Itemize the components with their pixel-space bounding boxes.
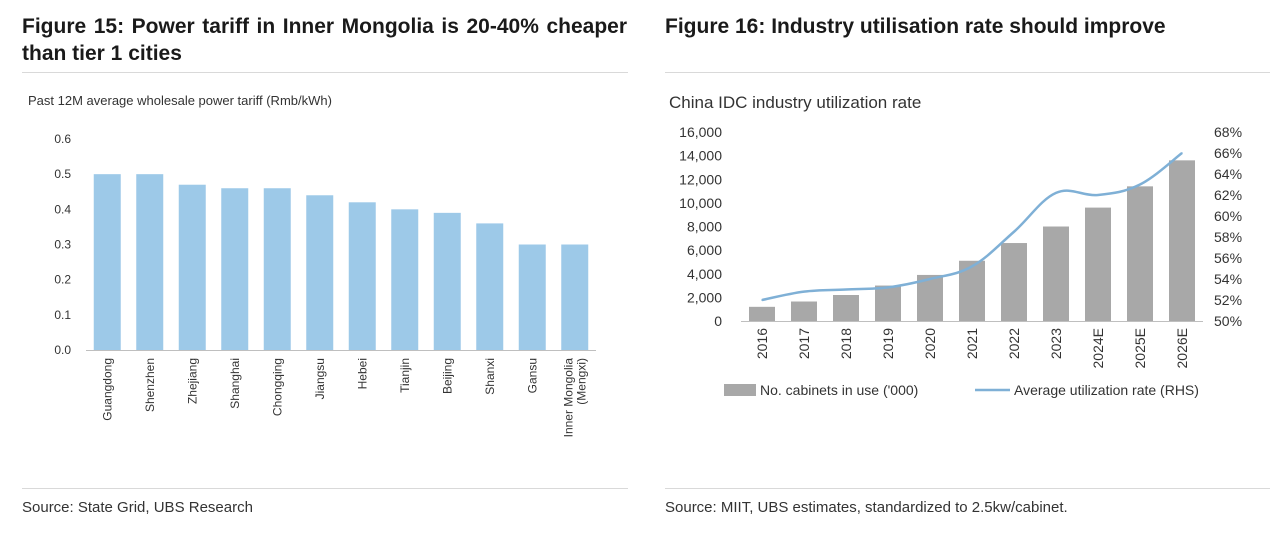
x-tick-label-2024e: 2024E [1090,328,1106,368]
x-tick-label-shanghai: Shanghai [228,358,242,409]
x-tick-label-shenzhen: Shenzhen [143,358,157,412]
figure-15-top-rule [22,72,628,73]
y-right-tick-label: 58% [1214,229,1242,245]
chart-title: Past 12M average wholesale power tariff … [28,93,332,108]
power-tariff-chart: Past 12M average wholesale power tariff … [28,93,596,438]
y-right-tick-label: 60% [1214,208,1242,224]
y-left-tick-label: 8,000 [687,219,722,235]
figure-16-title: Figure 16: Industry utilisation rate sho… [665,15,1166,38]
figure-16-bottom-rule [665,488,1270,489]
y-left-tick-label: 6,000 [687,242,722,258]
bar-cabinets-2019 [875,285,901,321]
bar-guangdong [93,174,121,350]
bar-cabinets-2024e [1085,207,1111,321]
y-left-tick-label: 12,000 [679,171,722,187]
bar-jiangsu [306,195,334,350]
point-utilization-2020 [929,278,931,280]
x-tick-label-hebei: Hebei [355,358,369,389]
y-tick-label: 0.3 [54,238,71,252]
bar-cabinets-2017 [791,301,817,321]
y-tick-label: 0.1 [54,308,71,322]
bar-cabinets-2018 [833,295,859,321]
point-utilization-2017 [803,290,805,293]
x-tick-label-shanxi: Shanxi [483,358,497,395]
x-tick-label-inner-mongolia-mengxi: Inner Mongolia(Mengxi) [561,358,588,438]
point-utilization-2021 [971,265,973,268]
point-utilization-2026e [1181,152,1183,154]
y-right-tick-label: 54% [1214,271,1242,287]
point-utilization-2022 [1013,230,1015,233]
x-tick-label-2018: 2018 [838,328,854,359]
y-right-tick-label: 56% [1214,250,1242,266]
y-tick-label: 0.2 [54,273,71,287]
y-right-tick-label: 68% [1214,124,1242,140]
bar-shanxi [476,223,504,350]
x-tick-label-guangdong: Guangdong [100,358,114,421]
x-tick-label-beijing: Beijing [440,358,454,394]
x-tick-label-2021: 2021 [964,328,980,359]
bar-inner-mongolia-mengxi [561,244,589,350]
point-utilization-2024e [1097,194,1099,196]
legend-label-cabinets: No. cabinets in use ('000) [760,382,918,398]
y-left-tick-label: 10,000 [679,195,722,211]
y-right-tick-label: 62% [1214,187,1242,203]
bar-shanghai [221,188,249,350]
y-left-tick-label: 4,000 [687,266,722,282]
figure-15-source: Source: State Grid, UBS Research [22,499,253,516]
bar-gansu [518,244,546,350]
bar-cabinets-2026e [1169,160,1195,321]
y-left-tick-label: 0 [714,313,722,329]
point-utilization-2025e [1139,183,1141,186]
point-utilization-2016 [761,299,763,301]
y-tick-label: 0.0 [54,343,71,357]
x-tick-label-2023: 2023 [1048,328,1064,359]
bar-cabinets-2020 [917,274,943,321]
x-tick-label-2026e: 2026E [1174,328,1190,368]
point-utilization-2019 [887,286,889,289]
y-right-tick-label: 52% [1214,292,1242,308]
y-tick-label: 0.4 [54,202,71,216]
figure-16-source: Source: MIIT, UBS estimates, standardize… [665,499,1068,516]
x-tick-label-2019: 2019 [880,328,896,359]
y-tick-label: 0.5 [54,167,71,181]
figure-16-top-rule [665,72,1270,73]
chart-title: China IDC industry utilization rate [669,93,921,112]
bar-hebei [348,202,376,350]
x-tick-label-2016: 2016 [754,328,770,359]
bar-beijing [433,212,461,350]
x-tick-label-chongqing: Chongqing [270,358,284,416]
bar-tianjin [391,209,419,350]
y-tick-label: 0.6 [54,132,71,146]
point-utilization-2018 [845,288,847,291]
x-tick-label-2020: 2020 [922,328,938,359]
y-left-tick-label: 14,000 [679,148,722,164]
legend-swatch-cabinets [724,384,756,396]
bar-cabinets-2023 [1043,226,1069,321]
bar-cabinets-2025e [1127,186,1153,321]
point-utilization-2023 [1055,192,1057,194]
x-tick-label-gansu: Gansu [525,358,539,393]
bar-cabinets-2022 [1001,243,1027,321]
x-tick-label-zhejiang: Zhejiang [185,358,199,404]
y-left-tick-label: 2,000 [687,289,722,305]
bar-zhejiang [178,184,206,350]
x-tick-label-2022: 2022 [1006,328,1022,359]
x-tick-label-2017: 2017 [796,328,812,359]
y-left-tick-label: 16,000 [679,124,722,140]
x-tick-label-tianjin: Tianjin [398,358,412,393]
bar-shenzhen [136,174,164,350]
bar-chongqing [263,188,291,350]
figure-15-title: Figure 15: Power tariff in Inner Mongoli… [22,15,627,65]
x-tick-label-2025e: 2025E [1132,328,1148,368]
legend-label-utilization: Average utilization rate (RHS) [1014,382,1199,398]
bar-cabinets-2016 [749,306,775,321]
y-right-tick-label: 64% [1214,166,1242,182]
x-tick-label-jiangsu: Jiangsu [313,358,327,399]
y-right-tick-label: 66% [1214,145,1242,161]
y-right-tick-label: 50% [1214,313,1242,329]
idc-utilization-chart: China IDC industry utilization rate 0 2,00… [669,93,1242,398]
figure-15-bottom-rule [22,488,628,489]
